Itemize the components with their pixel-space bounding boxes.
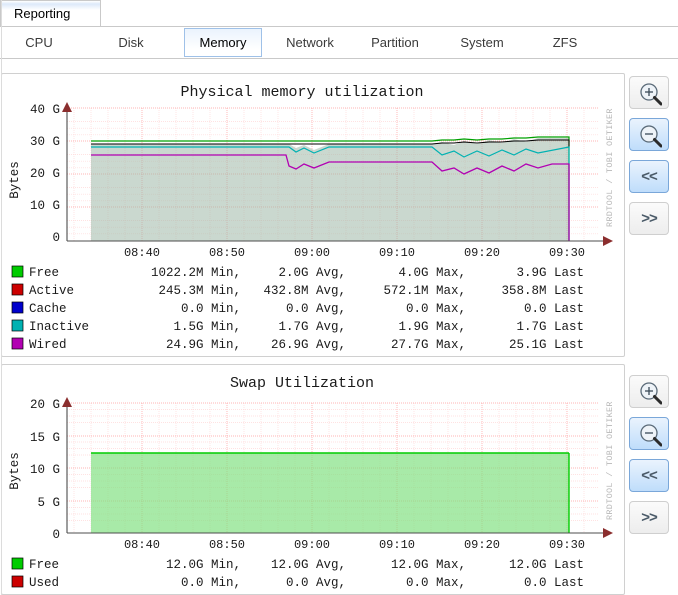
- svg-text:08:50: 08:50: [209, 538, 245, 552]
- svg-text:08:40: 08:40: [124, 246, 160, 260]
- svg-text:12.0G Last: 12.0G Last: [509, 558, 584, 572]
- svg-text:09:10: 09:10: [379, 246, 415, 260]
- svg-text:09:00: 09:00: [294, 538, 330, 552]
- svg-text:12.0G Max,: 12.0G Max,: [391, 558, 466, 572]
- svg-text:40 G: 40 G: [30, 103, 60, 117]
- svg-text:Cache: Cache: [29, 302, 67, 316]
- svg-text:0: 0: [52, 231, 60, 245]
- svg-text:Bytes: Bytes: [8, 452, 22, 490]
- svg-text:1.9G Max,: 1.9G Max,: [398, 320, 466, 334]
- svg-text:09:20: 09:20: [464, 538, 500, 552]
- svg-text:30 G: 30 G: [30, 135, 60, 149]
- svg-text:0.0 Max,: 0.0 Max,: [406, 576, 466, 590]
- svg-text:0.0 Max,: 0.0 Max,: [406, 302, 466, 316]
- svg-text:09:30: 09:30: [549, 538, 585, 552]
- svg-text:Wired: Wired: [29, 338, 67, 352]
- svg-text:24.9G Min,: 24.9G Min,: [166, 338, 241, 352]
- svg-text:25.1G Last: 25.1G Last: [509, 338, 584, 352]
- svg-text:0.0 Avg,: 0.0 Avg,: [286, 302, 346, 316]
- svg-text:0.0 Last: 0.0 Last: [524, 302, 584, 316]
- svg-text:12.0G Min,: 12.0G Min,: [166, 558, 241, 572]
- svg-text:09:10: 09:10: [379, 538, 415, 552]
- svg-text:1.7G Last: 1.7G Last: [516, 320, 584, 334]
- svg-text:08:50: 08:50: [209, 246, 245, 260]
- svg-text:432.8M Avg,: 432.8M Avg,: [263, 284, 346, 298]
- svg-text:27.7G Max,: 27.7G Max,: [391, 338, 466, 352]
- svg-text:1.7G Avg,: 1.7G Avg,: [278, 320, 346, 334]
- svg-text:0: 0: [52, 528, 60, 542]
- svg-text:245.3M Min,: 245.3M Min,: [158, 284, 241, 298]
- svg-text:10 G: 10 G: [30, 463, 60, 477]
- svg-text:Inactive: Inactive: [29, 320, 89, 334]
- svg-text:12.0G Avg,: 12.0G Avg,: [271, 558, 346, 572]
- svg-text:09:00: 09:00: [294, 246, 330, 260]
- svg-text:Free: Free: [29, 558, 59, 572]
- svg-text:0.0 Last: 0.0 Last: [524, 576, 584, 590]
- svg-text:Free: Free: [29, 266, 59, 280]
- svg-text:3.9G Last: 3.9G Last: [516, 266, 584, 280]
- svg-text:08:40: 08:40: [124, 538, 160, 552]
- svg-text:Active: Active: [29, 284, 74, 298]
- svg-text:572.1M Max,: 572.1M Max,: [383, 284, 466, 298]
- svg-text:358.8M Last: 358.8M Last: [501, 284, 584, 298]
- svg-text:20 G: 20 G: [30, 398, 60, 412]
- svg-text:09:20: 09:20: [464, 246, 500, 260]
- svg-text:5 G: 5 G: [37, 496, 60, 510]
- svg-text:1.5G Min,: 1.5G Min,: [173, 320, 241, 334]
- svg-text:1022.2M Min,: 1022.2M Min,: [151, 266, 241, 280]
- svg-text:10 G: 10 G: [30, 199, 60, 213]
- svg-text:0.0 Avg,: 0.0 Avg,: [286, 576, 346, 590]
- svg-text:Bytes: Bytes: [8, 161, 22, 199]
- svg-text:09:30: 09:30: [549, 246, 585, 260]
- svg-text:4.0G Max,: 4.0G Max,: [398, 266, 466, 280]
- svg-text:Used: Used: [29, 576, 59, 590]
- svg-text:0.0 Min,: 0.0 Min,: [181, 302, 241, 316]
- svg-text:20 G: 20 G: [30, 167, 60, 181]
- svg-text:26.9G Avg,: 26.9G Avg,: [271, 338, 346, 352]
- svg-text:2.0G Avg,: 2.0G Avg,: [278, 266, 346, 280]
- svg-text:0.0 Min,: 0.0 Min,: [181, 576, 241, 590]
- svg-text:15 G: 15 G: [30, 431, 60, 445]
